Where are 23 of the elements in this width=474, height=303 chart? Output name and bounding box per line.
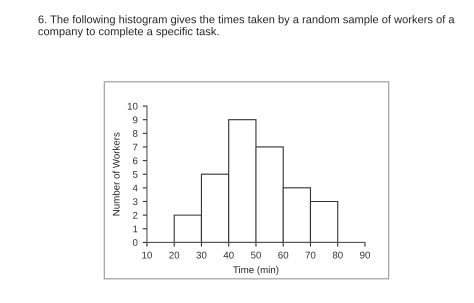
x-tick-label: 20 xyxy=(169,252,180,259)
x-tick-label: 60 xyxy=(278,252,288,259)
y-tick-label: 6 xyxy=(133,157,138,164)
y-axis-title: Number of Workers xyxy=(112,132,120,216)
x-tick-label: 90 xyxy=(360,252,370,259)
x-tick-label: 10 xyxy=(142,252,152,259)
chart-title: 6. The following histogram gives the times taken by a random sample of workers of a company to complete a specific task. xyxy=(38,15,455,38)
y-tick-label: 1 xyxy=(133,226,138,232)
x-tick-label: 50 xyxy=(250,252,261,259)
y-tick-label: 10 xyxy=(128,102,138,110)
x-tick-label: 40 xyxy=(224,252,234,259)
y-tick-label: 5 xyxy=(132,171,138,178)
x-tick-label: 30 xyxy=(196,252,206,259)
x-tick-label: 80 xyxy=(332,252,343,259)
y-tick-label: 7 xyxy=(133,144,138,150)
y-tick-label: 4 xyxy=(132,184,138,192)
x-axis-title: Time (min) xyxy=(233,266,278,276)
y-tick-label: 0 xyxy=(132,239,138,246)
y-tick-label: 3 xyxy=(132,198,138,206)
y-tick-label: 9 xyxy=(132,116,138,124)
x-tick-label: 70 xyxy=(306,252,316,259)
y-tick-label: 2 xyxy=(132,212,138,219)
y-tick-label: 8 xyxy=(132,130,138,137)
